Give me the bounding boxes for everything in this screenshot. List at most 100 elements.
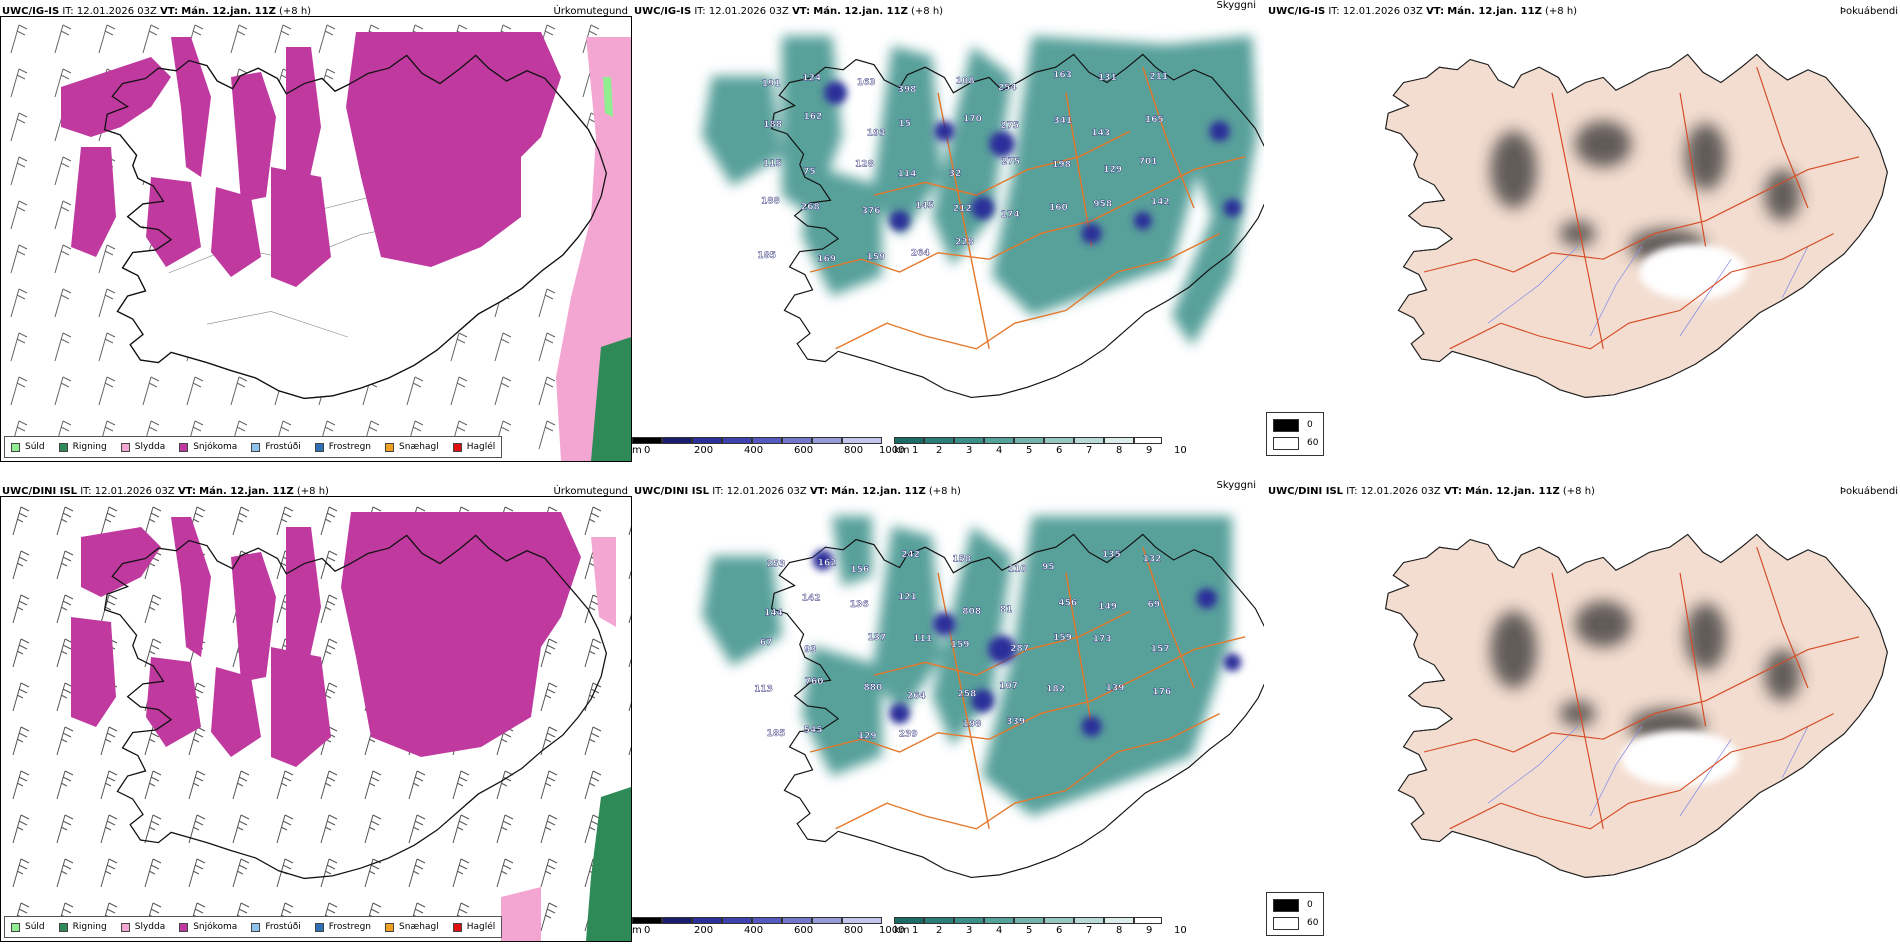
ceiling-label: 159 [951,640,970,650]
ceiling-label: 398 [898,85,917,95]
ceiling-label: 142 [1151,197,1170,207]
legend-item: Snæhagl [385,922,439,932]
legend-item: Haglél [452,442,495,452]
legend-item: Snæhagl [385,442,439,452]
swatch-icon [179,442,189,452]
ceiling-label: 163 [1053,70,1072,80]
ceiling-label: 93 [804,645,817,655]
ceiling-label: 808 [962,607,981,617]
ceiling-label: 188 [763,120,782,130]
ceiling-label: 760 [805,677,824,687]
ceiling-label: 67 [760,638,773,648]
run-header: UWC/DINI ISL IT: 12.01.2026 03Z VT: Mán.… [1268,486,1595,497]
ceiling-label: 110 [1008,565,1027,575]
ceiling-label: 341 [1053,116,1072,126]
legend-item: Haglél [452,922,495,932]
ceiling-label: 114 [898,170,917,180]
ceiling-label: 211 [1149,72,1168,82]
ceiling-label: 958 [1093,199,1112,209]
visibility-panel-bottom: UWC/DINI ISL IT: 12.01.2026 03Z VT: Mán.… [632,480,1264,950]
ceiling-label: 198 [1052,160,1071,170]
ceiling-unit: m [632,925,642,936]
ceiling-label: 173 [1093,635,1112,645]
swatch-icon [251,922,261,932]
fog-map [1266,16,1898,436]
ceiling-label: 212 [953,204,972,214]
ceiling-label: 239 [899,730,918,740]
ceiling-label: 107 [999,681,1018,691]
ceiling-label: 143 [1091,129,1110,139]
ceiling-label: 339 [1006,717,1025,727]
legend-item: Súld [11,442,45,452]
ceiling-label: 174 [1001,210,1020,220]
swatch-icon [11,442,20,452]
swatch-icon [385,922,395,932]
ceiling-label: 376 [862,207,881,217]
ceiling-label: 144 [764,609,783,619]
ceiling-label: 456 [1058,599,1077,609]
legend-item: Frostregn [314,442,371,452]
ceiling-label: 121 [898,593,917,603]
ceiling-label: 162 [818,559,837,569]
legend-item: Rigning [58,442,107,452]
ceiling-label: 111 [913,634,932,644]
ceiling-label: 139 [1106,684,1125,694]
ceiling-label: 132 [1143,554,1162,564]
visibility-colorbar: km 1 2 3 4 5 6 7 8 9 10 [894,917,1187,941]
legend-item: Súld [11,922,45,932]
visibility-map: 253 162 156 242 158 110 95 135 132 144 142 136 121 80… [632,496,1264,914]
ceiling-label: 268 [801,202,820,212]
ceiling-label: 880 [864,683,883,693]
ceiling-label: 163 [857,78,876,88]
fog-legend-top: 0 60 [1266,412,1324,456]
precip-map [0,496,632,942]
visibility-panel-top: UWC/IG-IS IT: 12.01.2026 03Z VT: Mán. 12… [632,0,1264,470]
swatch-icon [314,922,324,932]
ceiling-label: 159 [1053,633,1072,643]
ceiling-label: 135 [1102,550,1121,560]
ceiling-label: 115 [763,159,782,169]
ceiling-unit: m [632,445,642,456]
legend-item: Slydda [120,442,165,452]
run-header: UWC/IG-IS IT: 12.01.2026 03Z VT: Mán. 12… [2,6,312,17]
ceiling-label: 145 [915,201,934,211]
swatch-icon [251,442,261,452]
visibility-colorbar: km 1 2 3 4 5 6 7 8 9 10 [894,437,1187,461]
swatch-icon [452,922,462,932]
ceiling-label: 198 [963,720,982,730]
panel-title: Úrkomutegund [553,486,628,497]
ceiling-label: 191 [762,79,781,89]
ceiling-label: 287 [1010,644,1029,654]
legend-item: Slydda [120,922,165,932]
legend-item: Frostregn [314,922,371,932]
ceiling-label: 158 [952,555,971,565]
ceiling-label: 193 [867,129,886,139]
ceiling-label: 169 [817,254,836,264]
ceiling-label: 182 [1046,684,1065,694]
ceiling-label: 228 [955,237,974,247]
ceiling-colorbar: m 0 200 400 600 800 1000 [632,917,904,941]
ceiling-label: 15 [898,119,911,129]
swatch-icon [120,922,130,932]
run-header: UWC/DINI ISL IT: 12.01.2026 03Z VT: Mán.… [2,486,329,497]
visibility-unit: km [894,925,910,936]
ceiling-label: 162 [804,112,823,122]
ceiling-label: 242 [901,550,920,560]
run-header: UWC/DINI ISL IT: 12.01.2026 03Z VT: Mán.… [634,486,961,497]
ceiling-label: 129 [1103,165,1122,175]
panel-title: Úrkomutegund [553,6,628,17]
ceiling-label: 258 [958,690,977,700]
precip-legend: Súld Rigning Slydda Snjókoma Frostúði Fr… [4,916,503,938]
ceiling-label: 32 [949,169,962,179]
legend-item: Snjókoma [179,922,237,932]
ceiling-label: 69 [1148,600,1161,610]
snow-areas [71,512,581,767]
swatch-icon [58,922,68,932]
legend-item: Frostúði [251,922,301,932]
fog-legend-bottom: 0 60 [1266,892,1324,936]
ceiling-label: 253 [767,559,786,569]
ceiling-label: 275 [1001,157,1020,167]
ceiling-label: 254 [998,83,1017,93]
ceiling-label: 137 [868,633,887,643]
visibility-unit: km [894,445,910,456]
